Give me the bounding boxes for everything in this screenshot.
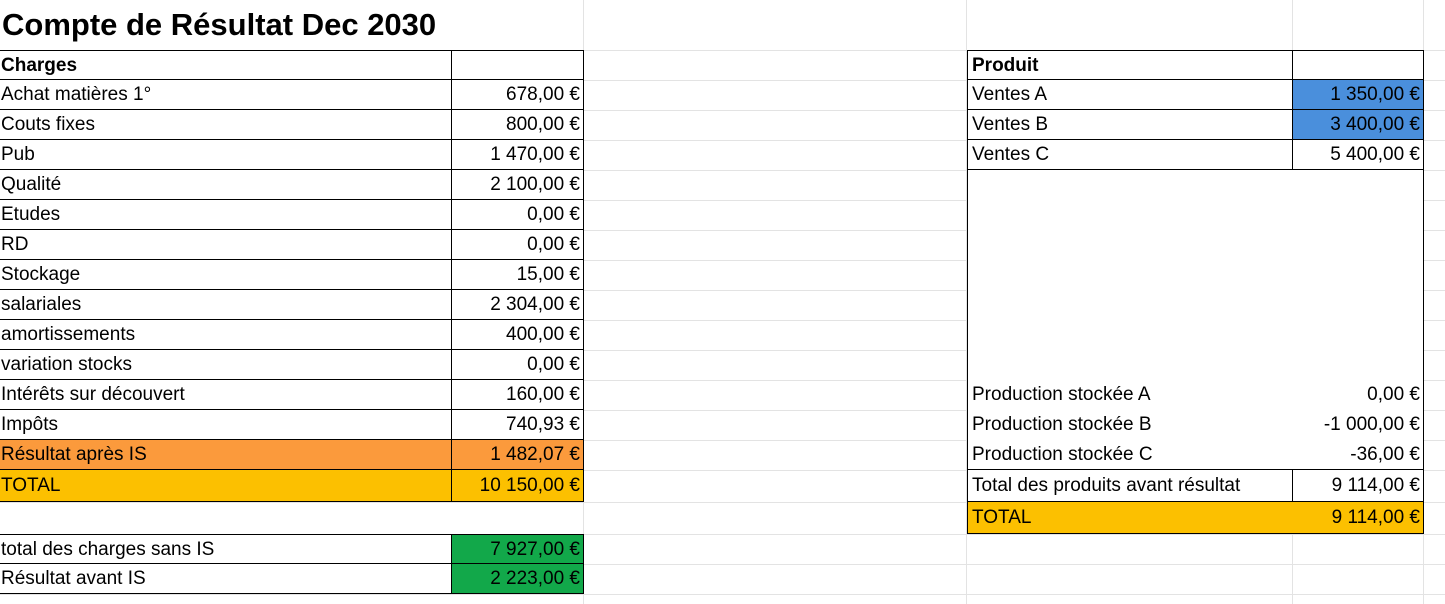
charge-label[interactable]: variation stocks (0, 350, 452, 380)
resultat-apres-is-value[interactable]: 1 482,07 € (452, 440, 584, 470)
charge-value[interactable]: 2 100,00 € (452, 170, 584, 200)
charge-label[interactable]: salariales (0, 290, 452, 320)
production-stockee-value[interactable]: -1 000,00 € (1293, 410, 1424, 440)
sheet-title[interactable]: Compte de Résultat Dec 2030 (2, 7, 437, 42)
charge-label[interactable]: Qualité (0, 170, 452, 200)
resultat-avant-is-label[interactable]: Résultat avant IS (0, 564, 452, 594)
vente-label[interactable]: Ventes A (967, 80, 1293, 110)
charge-value[interactable]: 2 304,00 € (452, 290, 584, 320)
gridline (0, 564, 1445, 565)
vente-value[interactable]: 3 400,00 € (1293, 110, 1424, 140)
total-produits-avant-resultat-value[interactable]: 9 114,00 € (1293, 470, 1424, 502)
charge-value[interactable]: 1 470,00 € (452, 140, 584, 170)
charge-value[interactable]: 0,00 € (452, 350, 584, 380)
charges-header[interactable]: Charges (0, 50, 452, 80)
charge-value[interactable]: 15,00 € (452, 260, 584, 290)
produits-header-value-cell[interactable] (1293, 50, 1424, 80)
gridline (0, 260, 1445, 261)
charge-label[interactable]: Couts fixes (0, 110, 452, 140)
charges-total-value[interactable]: 10 150,00 € (452, 470, 584, 502)
charges-total-label[interactable]: TOTAL (0, 470, 452, 502)
production-stockee-value[interactable]: -36,00 € (1293, 440, 1424, 470)
charge-value[interactable]: 160,00 € (452, 380, 584, 410)
resultat-avant-is-value[interactable]: 2 223,00 € (452, 564, 584, 594)
vente-label[interactable]: Ventes C (967, 140, 1293, 170)
gridline (0, 140, 1445, 141)
gridline (0, 502, 1445, 503)
charge-value[interactable]: 0,00 € (452, 230, 584, 260)
charge-label[interactable]: Etudes (0, 200, 452, 230)
charge-label[interactable]: Impôts (0, 410, 452, 440)
charge-label[interactable]: Pub (0, 140, 452, 170)
charge-value[interactable]: 800,00 € (452, 110, 584, 140)
charges-header-value-cell[interactable] (452, 50, 584, 80)
charge-label[interactable]: Stockage (0, 260, 452, 290)
total-charges-sans-is-value[interactable]: 7 927,00 € (452, 534, 584, 564)
produits-empty-area[interactable] (967, 170, 1424, 380)
gridline (0, 320, 1445, 321)
production-stockee-label[interactable]: Production stockée A (967, 380, 1293, 410)
produits-header[interactable]: Produit (967, 50, 1293, 80)
charge-value[interactable]: 0,00 € (452, 200, 584, 230)
produits-total-value[interactable]: 9 114,00 € (1293, 502, 1424, 534)
gridline (0, 80, 1445, 81)
gridline (0, 410, 1445, 411)
vente-value[interactable]: 1 350,00 € (1293, 80, 1424, 110)
production-stockee-label[interactable]: Production stockée C (967, 440, 1293, 470)
total-charges-sans-is-label[interactable]: total des charges sans IS (0, 534, 452, 564)
charge-value[interactable]: 740,93 € (452, 410, 584, 440)
gridline (0, 440, 1445, 441)
production-stockee-label[interactable]: Production stockée B (967, 410, 1293, 440)
charge-label[interactable]: Achat matières 1° (0, 80, 452, 110)
gridline (0, 534, 1445, 535)
charge-label[interactable]: Intérêts sur découvert (0, 380, 452, 410)
gridline (966, 0, 967, 604)
production-stockee-value[interactable]: 0,00 € (1293, 380, 1424, 410)
gridline (0, 290, 1445, 291)
vente-value[interactable]: 5 400,00 € (1293, 140, 1424, 170)
gridline (0, 470, 1445, 471)
gridline (0, 350, 1445, 351)
gridline (0, 230, 1445, 231)
charge-label[interactable]: amortissements (0, 320, 452, 350)
gridline (0, 110, 1445, 111)
charge-value[interactable]: 678,00 € (452, 80, 584, 110)
gridline (0, 594, 1445, 595)
vente-label[interactable]: Ventes B (967, 110, 1293, 140)
gridline (0, 170, 1445, 171)
produits-total-label[interactable]: TOTAL (967, 502, 1293, 534)
resultat-apres-is-label[interactable]: Résultat après IS (0, 440, 452, 470)
gridline (0, 200, 1445, 201)
charge-label[interactable]: RD (0, 230, 452, 260)
charge-value[interactable]: 400,00 € (452, 320, 584, 350)
total-produits-avant-resultat-label[interactable]: Total des produits avant résultat (967, 470, 1293, 502)
gridline (0, 50, 1445, 51)
gridline (0, 380, 1445, 381)
